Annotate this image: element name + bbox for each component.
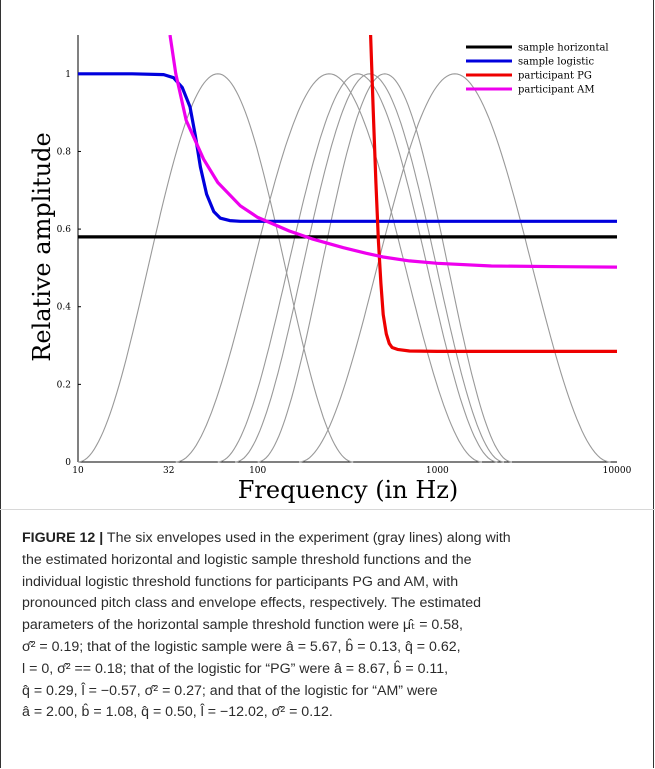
y-tick-label: 0.8 — [57, 147, 72, 157]
caption-line: l = 0, σ̂² == 0.18; that of the logistic… — [22, 660, 449, 677]
x-tick-label: 100 — [249, 466, 266, 476]
threshold-curves — [78, 35, 617, 353]
x-tick-label: 10 — [72, 466, 84, 476]
y-tick-label: 0.6 — [57, 225, 72, 235]
legend-label: participant AM — [518, 85, 595, 96]
series-line-participant-am — [168, 35, 617, 269]
caption-line: pronounced pitch class and envelope effe… — [22, 595, 482, 612]
x-tick-label: 1000 — [426, 466, 449, 476]
legend-label: sample logistic — [518, 57, 594, 68]
tick-labels: 10 32 100 1000 10000 0 0.2 0.4 0.6 0.8 1 — [57, 70, 632, 476]
y-tick-label: 1 — [65, 70, 71, 80]
x-axis-label: Frequency (in Hz) — [238, 476, 459, 504]
caption-divider — [0, 509, 655, 510]
series-line-sample-logistic — [78, 72, 617, 223]
chart-axes — [77, 35, 617, 463]
x-tick-label: 10000 — [603, 466, 632, 476]
caption-text: The six envelopes used in the experiment… — [103, 530, 511, 546]
y-axis-label: Relative amplitude — [28, 132, 56, 361]
caption-line: σ̂² = 0.19; that of the logistic sample … — [22, 638, 461, 655]
y-tick-label: 0 — [65, 458, 71, 468]
chart: 10 32 100 1000 10000 0 0.2 0.4 0.6 0.8 1 sample ho… — [28, 35, 632, 504]
x-tick-label: 32 — [163, 466, 174, 476]
caption-line: â = 2.00, b̂ = 1.08, q̂ = 0.50, l̂ = −12… — [22, 704, 333, 721]
y-tick-label: 0.4 — [57, 303, 72, 313]
series-line-participant-pg — [369, 35, 617, 353]
envelope-line — [217, 73, 498, 463]
figure-label: FIGURE 12 | — [22, 530, 104, 546]
legend-label: sample horizontal — [518, 43, 609, 54]
caption-line: FIGURE 12 | The six envelopes used in th… — [22, 528, 636, 550]
legend-label: participant PG — [518, 71, 592, 82]
figure-caption: FIGURE 12 | The six envelopes used in th… — [22, 528, 636, 724]
envelope-line — [175, 73, 482, 463]
envelope-curves — [77, 73, 611, 463]
caption-line: individual logistic threshold functions … — [22, 573, 459, 590]
caption-line: parameters of the horizontal sample thre… — [22, 617, 463, 634]
envelope-line — [299, 73, 611, 463]
legend: sample horizontal sample logistic particip… — [466, 43, 609, 96]
envelope-line — [257, 73, 512, 463]
caption-line: q̂ = 0.29, l̂ = −0.57, σ̂² = 0.27; and t… — [22, 682, 438, 699]
y-tick-label: 0.2 — [57, 380, 71, 390]
envelope-line — [77, 73, 354, 463]
caption-line: the estimated horizontal and logistic sa… — [22, 551, 472, 568]
envelope-line — [235, 73, 505, 463]
